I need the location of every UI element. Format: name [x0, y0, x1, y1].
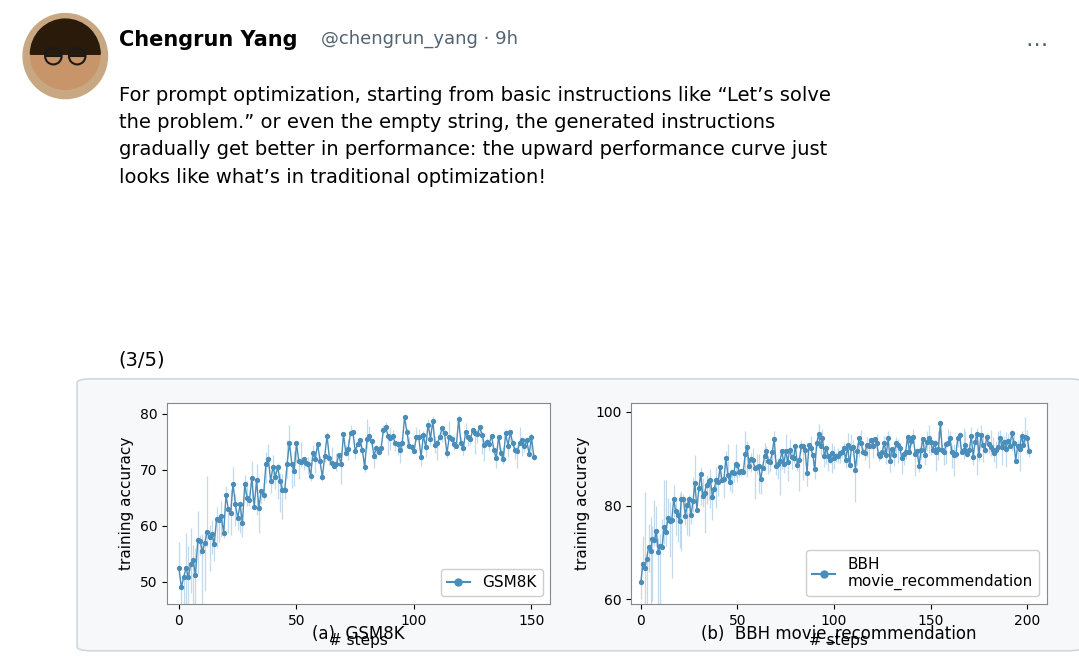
Text: (b)  BBH movie_recommendation: (b) BBH movie_recommendation: [700, 624, 976, 643]
Y-axis label: training accuracy: training accuracy: [120, 436, 135, 570]
Text: Chengrun Yang: Chengrun Yang: [119, 30, 297, 50]
FancyBboxPatch shape: [77, 379, 1079, 651]
X-axis label: # steps: # steps: [329, 633, 388, 648]
Text: For prompt optimization, starting from basic instructions like “Let’s solve
the : For prompt optimization, starting from b…: [119, 86, 831, 187]
Y-axis label: training accuracy: training accuracy: [574, 436, 589, 570]
Legend: GSM8K: GSM8K: [441, 569, 543, 596]
Text: …: …: [1026, 30, 1048, 50]
Wedge shape: [30, 19, 100, 54]
Circle shape: [30, 19, 100, 89]
Legend: BBH
movie_recommendation: BBH movie_recommendation: [806, 550, 1039, 596]
X-axis label: # steps: # steps: [809, 633, 869, 648]
Circle shape: [23, 14, 108, 98]
Text: (a)  GSM8K: (a) GSM8K: [312, 625, 405, 643]
Text: (3/5): (3/5): [119, 350, 165, 369]
Text: @chengrun_yang · 9h: @chengrun_yang · 9h: [320, 30, 518, 48]
